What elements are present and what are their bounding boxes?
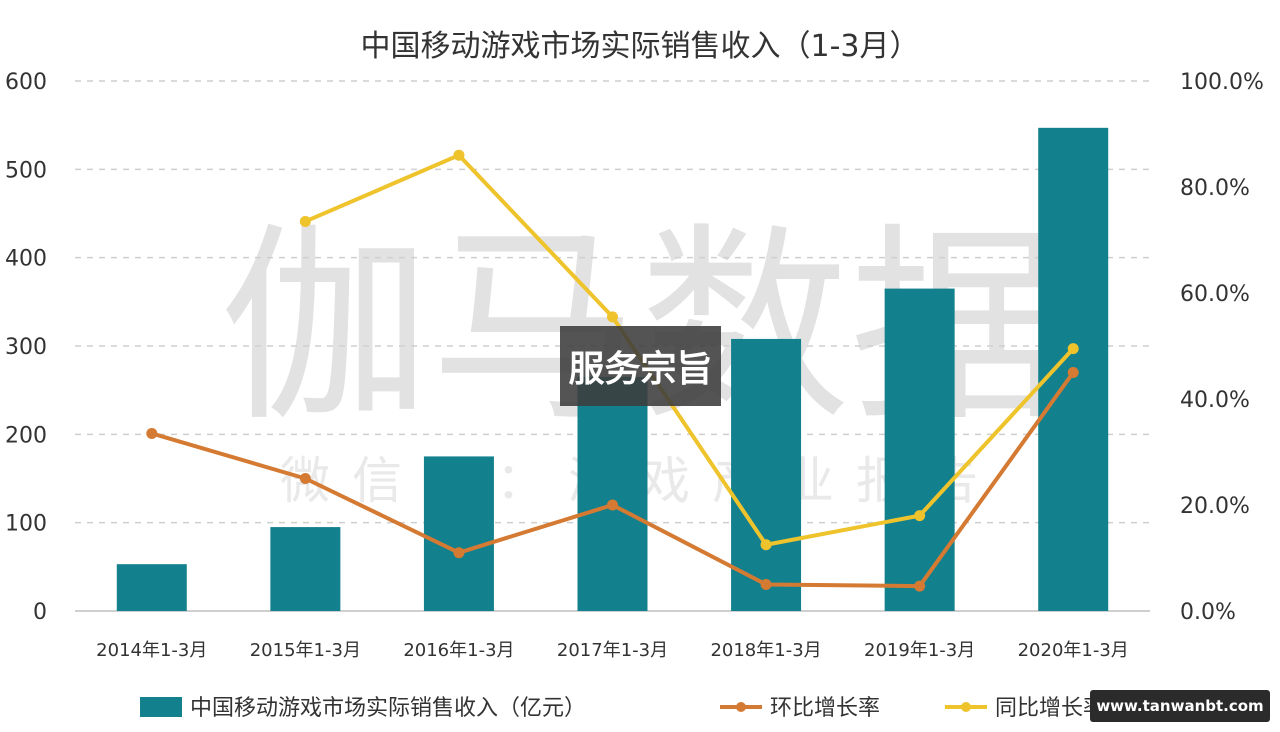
chart-title: 中国移动游戏市场实际销售收入（1-3月）	[361, 29, 920, 64]
series-point	[607, 499, 618, 511]
series-point	[146, 427, 158, 439]
bar	[731, 338, 802, 611]
series-point	[299, 215, 311, 227]
bar	[270, 527, 341, 611]
legend: 中国移动游戏市场实际销售收入（亿元） 环比增长率 同比增长率	[140, 696, 1105, 721]
bar	[884, 288, 955, 611]
left-tick-label: 500	[5, 158, 47, 183]
series-point	[1067, 343, 1079, 355]
right-tick-label: 100.0%	[1180, 70, 1264, 95]
series-point	[914, 510, 926, 522]
left-tick-label: 300	[5, 335, 47, 360]
right-tick-label: 80.0%	[1180, 176, 1250, 201]
bar	[116, 564, 187, 611]
series-point	[453, 547, 465, 559]
x-tick-label: 2016年1-3月	[403, 640, 514, 661]
series-point	[760, 579, 772, 590]
left-tick-label: 400	[5, 247, 47, 272]
right-tick-label: 0.0%	[1180, 600, 1236, 625]
series-point	[914, 580, 926, 592]
line-series	[146, 149, 1079, 592]
bar	[577, 376, 648, 611]
series-line	[304, 153, 1075, 547]
overlay-label: 服务宗旨	[560, 326, 721, 406]
left-tick-label: 200	[5, 423, 47, 448]
series-point	[453, 149, 465, 161]
left-tick-label: 100	[5, 512, 47, 537]
right-tick-label: 60.0%	[1180, 282, 1250, 307]
x-tick-label: 2014年1-3月	[96, 640, 207, 661]
site-badge[interactable]: www.tanwanbt.com	[1090, 690, 1270, 722]
left-tick-label: 600	[5, 70, 47, 95]
x-tick-label: 2018年1-3月	[710, 640, 821, 661]
x-tick-label: 2015年1-3月	[250, 640, 361, 661]
legend-label: 环比增长率	[770, 696, 880, 721]
left-axis-ticks: 0 100 200 300 400 500 600	[5, 70, 47, 625]
series-point	[299, 473, 311, 484]
legend-label: 中国移动游戏市场实际销售收入（亿元）	[190, 696, 586, 721]
bar	[423, 456, 494, 611]
left-tick-label: 0	[33, 600, 47, 625]
right-tick-label: 40.0%	[1180, 388, 1250, 413]
series-point	[607, 311, 618, 323]
legend-marker	[736, 702, 746, 712]
series-point	[1067, 367, 1079, 378]
x-tick-label: 2019年1-3月	[864, 640, 975, 661]
x-tick-label: 2017年1-3月	[557, 640, 668, 661]
series-point	[760, 539, 772, 551]
right-axis-ticks: 0.0% 20.0% 40.0% 60.0% 80.0% 100.0%	[1180, 70, 1264, 625]
legend-marker	[961, 702, 971, 712]
x-axis-labels: 2014年1-3月 2015年1-3月 2016年1-3月 2017年1-3月 2018…	[96, 640, 1129, 661]
x-tick-label: 2020年1-3月	[1018, 640, 1129, 661]
right-tick-label: 20.0%	[1180, 494, 1250, 519]
legend-swatch	[140, 697, 182, 717]
legend-label: 同比增长率	[995, 696, 1105, 721]
bar-series	[116, 127, 1109, 612]
